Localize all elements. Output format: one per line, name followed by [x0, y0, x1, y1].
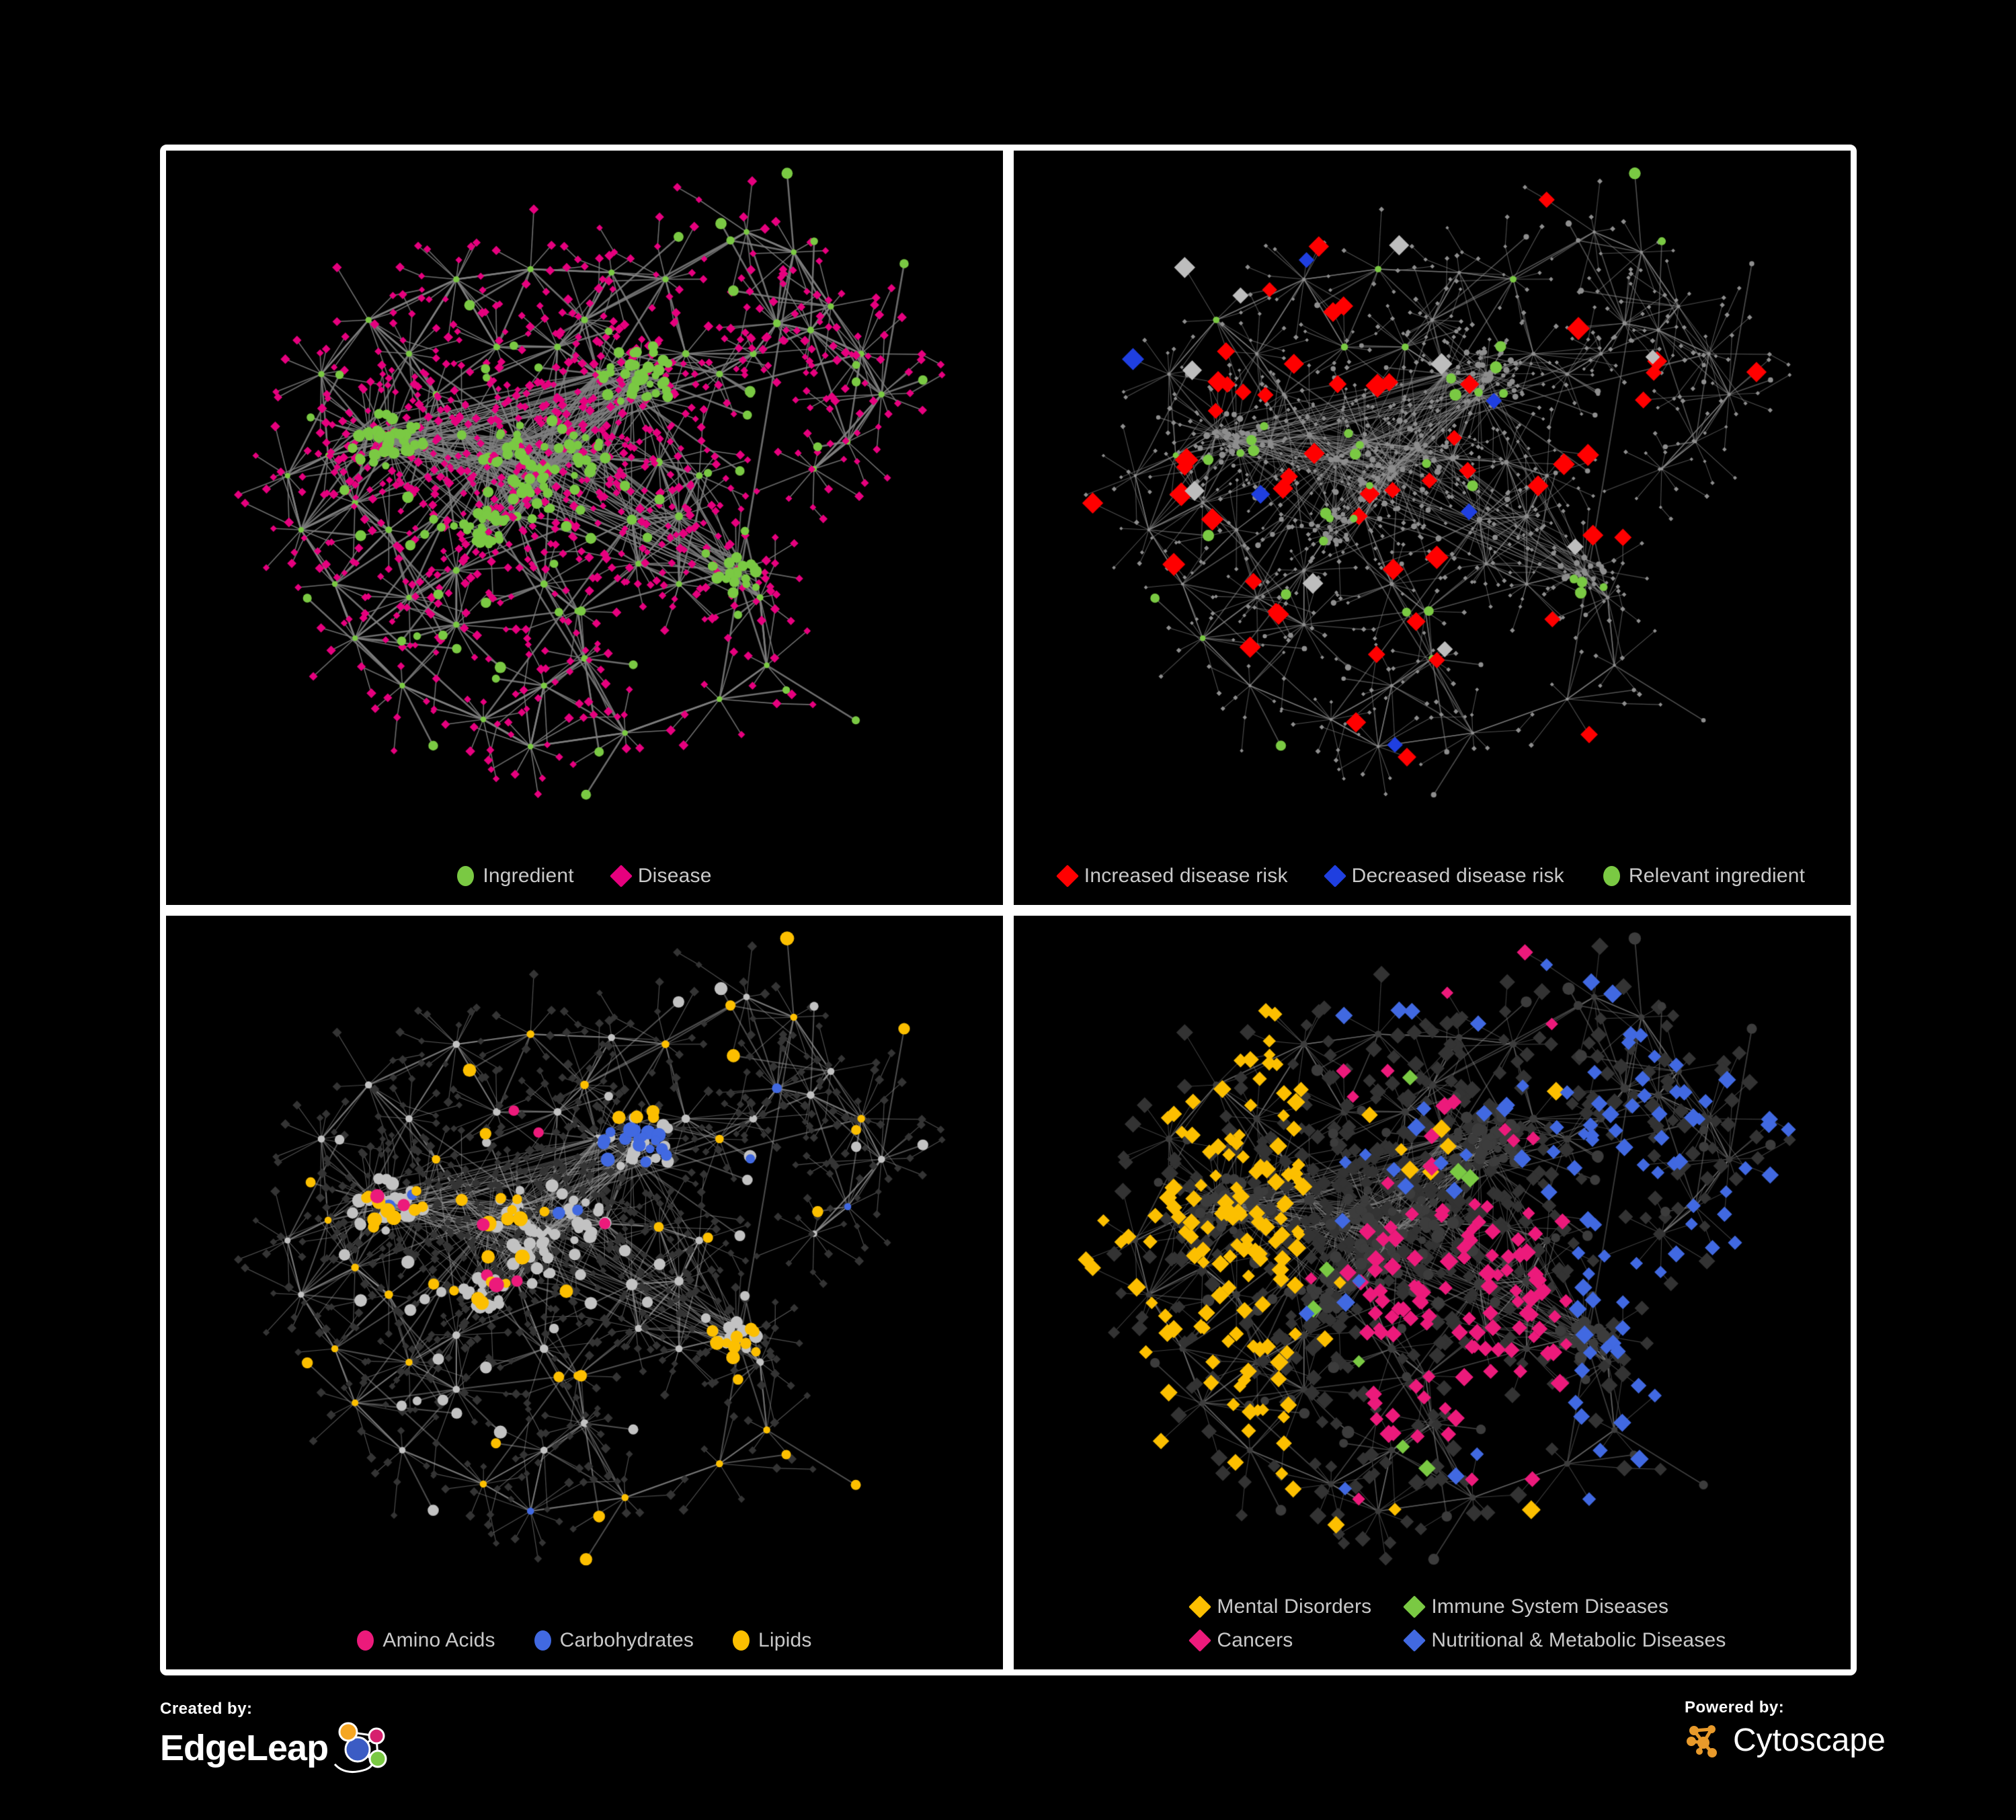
edgeleap-wordmark-row: EdgeLeap — [160, 1721, 402, 1775]
legend-label-mental-disorders: Mental Disorders — [1217, 1595, 1372, 1618]
legend-ingredient-classes: Amino Acids Carbohydrates Lipids — [166, 1629, 1003, 1652]
legend-label-cancers: Cancers — [1217, 1629, 1293, 1651]
legend-label-immune-system-diseases: Immune System Diseases — [1431, 1595, 1669, 1618]
legend-item-mental-disorders[interactable]: Mental Disorders — [1188, 1595, 1372, 1618]
cytoscape-wordmark: Cytoscape — [1733, 1723, 1886, 1758]
legend-item-lipids[interactable]: Lipids — [733, 1629, 812, 1652]
legend-item-relevant-ingredient[interactable]: Relevant ingredient — [1603, 865, 1805, 887]
edgeleap-brand[interactable]: Created by: EdgeLeap — [160, 1700, 402, 1775]
immune-system-diseases-diamond-icon — [1403, 1595, 1426, 1618]
legend-label-decreased-risk: Decreased disease risk — [1351, 864, 1564, 887]
legend-item-amino-acids[interactable]: Amino Acids — [357, 1629, 495, 1652]
legend-label-metabolic-diseases: Nutritional & Metabolic Diseases — [1431, 1629, 1726, 1651]
legend-item-ingredient[interactable]: Ingredient — [457, 864, 574, 887]
edgeleap-logo-icon — [333, 1722, 387, 1774]
network-canvas-ingredient-classes — [166, 915, 1003, 1669]
panel-ingredient-classes[interactable]: Amino Acids Carbohydrates Lipids — [166, 915, 1003, 1669]
legend-item-disease[interactable]: Disease — [609, 864, 712, 887]
legend-label-carbohydrates: Carbohydrates — [559, 1629, 694, 1651]
powered-by-caption: Powered by: — [1685, 1698, 1785, 1716]
legend-item-cancers[interactable]: Cancers — [1188, 1629, 1293, 1652]
footer-branding: Created by: EdgeLeap Powered by: — [0, 1681, 2016, 1820]
network-canvas-disease-classes — [1014, 915, 1851, 1669]
panel-disease-classes[interactable]: Mental Disorders Immune System Diseases … — [1014, 915, 1851, 1669]
legend-item-immune-system-diseases[interactable]: Immune System Diseases — [1403, 1595, 1669, 1618]
edgeleap-wordmark: EdgeLeap — [160, 1728, 329, 1768]
legend-label-increased-risk: Increased disease risk — [1084, 864, 1288, 887]
carbohydrates-circle-icon — [534, 1630, 551, 1651]
legend-label-disease: Disease — [637, 864, 712, 887]
legend-item-decreased-risk[interactable]: Decreased disease risk — [1323, 864, 1564, 887]
network-canvas-ingredient-disease — [166, 151, 1003, 905]
legend-item-metabolic-diseases[interactable]: Nutritional & Metabolic Diseases — [1403, 1629, 1726, 1652]
cytoscape-brand[interactable]: Powered by: — [1685, 1698, 1886, 1762]
legend-label-ingredient: Ingredient — [483, 864, 574, 887]
panel-disease-risk[interactable]: Increased disease risk Decreased disease… — [1014, 151, 1851, 905]
network-canvas-disease-risk — [1014, 151, 1851, 905]
legend-ingredient-disease: Ingredient Disease — [166, 865, 1003, 887]
relevant-ingredient-circle-icon — [1603, 865, 1620, 886]
decreased-risk-diamond-icon — [1323, 864, 1346, 887]
legend-label-amino-acids: Amino Acids — [382, 1629, 495, 1651]
cytoscape-logo-icon — [1687, 1725, 1717, 1757]
mental-disorders-diamond-icon — [1188, 1595, 1212, 1618]
ingredient-circle-icon — [457, 865, 475, 886]
legend-label-lipids: Lipids — [758, 1629, 812, 1651]
cytoscape-wordmark-row: Cytoscape — [1685, 1720, 1886, 1762]
lipids-circle-icon — [733, 1630, 750, 1651]
legend-disease-risk: Increased disease risk Decreased disease… — [1014, 865, 1851, 887]
increased-risk-diamond-icon — [1055, 864, 1079, 887]
created-by-caption: Created by: — [160, 1700, 253, 1718]
legend-item-carbohydrates[interactable]: Carbohydrates — [534, 1629, 694, 1652]
cancers-diamond-icon — [1188, 1629, 1212, 1652]
legend-label-relevant-ingredient: Relevant ingredient — [1628, 864, 1806, 887]
disease-diamond-icon — [609, 864, 633, 887]
legend-item-increased-risk[interactable]: Increased disease risk — [1055, 864, 1288, 887]
amino-acids-circle-icon — [357, 1630, 374, 1651]
panel-ingredient-disease[interactable]: Ingredient Disease — [166, 151, 1003, 905]
legend-disease-classes: Mental Disorders Immune System Diseases … — [1014, 1595, 1851, 1652]
metabolic-diseases-diamond-icon — [1403, 1629, 1426, 1652]
panel-grid: Ingredient Disease Increased disease ris… — [160, 145, 1857, 1675]
